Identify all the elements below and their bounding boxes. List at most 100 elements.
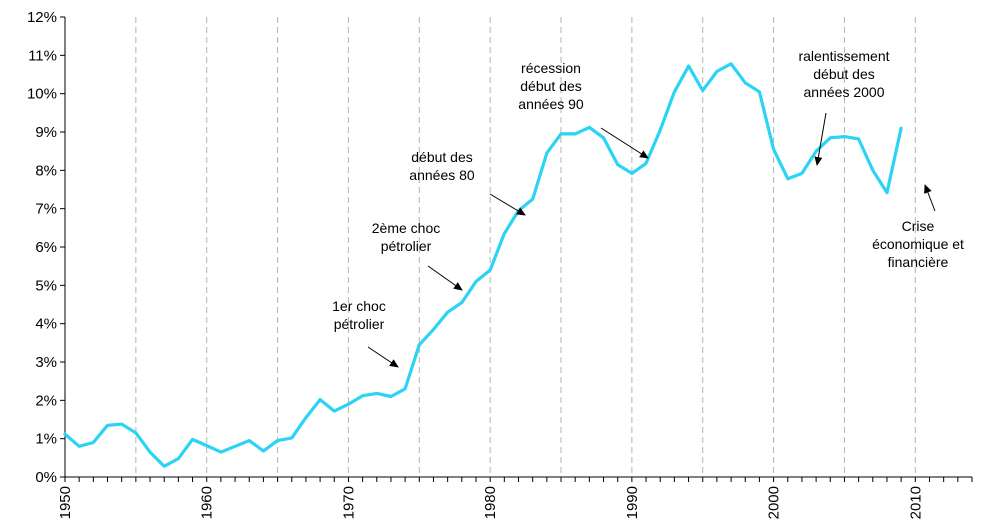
annotation-5: Crise économique et financière <box>872 184 964 270</box>
annotation-arrow <box>600 127 649 159</box>
annotation-2: début des années 80 <box>409 149 526 216</box>
data-point <box>233 445 237 448</box>
annotation-arrow <box>489 193 526 216</box>
data-point <box>446 310 449 314</box>
y-tick-label: 4% <box>35 316 57 333</box>
data-point <box>304 416 308 419</box>
y-tick-label: 1% <box>35 431 57 448</box>
annotation-arrow <box>427 265 463 291</box>
annotation-3: récession début des années 90 <box>518 60 649 159</box>
data-point <box>899 126 903 130</box>
data-point <box>715 70 719 73</box>
annotation-text: début des <box>813 66 875 82</box>
data-point <box>531 197 534 201</box>
annotations: 1er choc pétrolier 2ème choc pétrolier début… <box>332 48 964 368</box>
y-tick-label: 6% <box>35 239 57 256</box>
x-tick-label: 2000 <box>766 486 783 519</box>
data-point <box>800 172 804 175</box>
y-tick-label: 5% <box>35 277 57 294</box>
annotation-text: début des <box>520 78 582 94</box>
data-point <box>772 148 775 151</box>
data-point <box>829 136 832 139</box>
data-point <box>729 62 733 65</box>
data-point <box>191 438 194 441</box>
data-point <box>219 450 223 454</box>
annotation-arrow <box>924 184 936 212</box>
line-layer <box>63 62 903 468</box>
annotation-text: années 80 <box>409 167 475 183</box>
annotation-text: Crise <box>902 218 935 234</box>
annotation-text: 1er choc <box>332 298 386 314</box>
data-point <box>333 409 336 413</box>
data-point <box>177 457 180 460</box>
data-point <box>389 395 393 398</box>
x-tick-label: 1980 <box>482 486 499 519</box>
data-point <box>418 343 421 346</box>
data-point <box>77 445 81 448</box>
data-point <box>361 394 364 397</box>
y-tick-label: 9% <box>35 124 57 141</box>
data-point <box>673 90 676 93</box>
data-point <box>205 444 208 447</box>
annotation-0: 1er choc pétrolier <box>332 298 399 368</box>
y-tick-label: 7% <box>35 201 57 218</box>
y-tick-label: 8% <box>35 162 57 179</box>
data-point <box>814 149 818 153</box>
data-point <box>843 135 846 138</box>
axes: 0% 1% 2% 3% 4% 5% 6% 7% 8% 9% 10% 11% 12% 1950 1960 197… <box>27 9 973 519</box>
data-point <box>630 172 634 175</box>
data-point <box>474 280 478 283</box>
data-point <box>148 450 152 454</box>
data-point <box>106 424 109 427</box>
annotation-text: 2ème choc <box>372 220 440 236</box>
annotation-text: récession <box>521 60 581 76</box>
y-tick-label: 10% <box>27 86 57 103</box>
data-point <box>588 126 591 129</box>
data-point <box>375 392 378 395</box>
annotation-text: années 2000 <box>804 84 885 100</box>
data-point <box>559 132 563 136</box>
data-point <box>701 89 704 92</box>
data-point <box>885 191 889 194</box>
data-point <box>347 402 350 406</box>
x-tick-label: 1990 <box>624 486 641 519</box>
data-point <box>403 387 407 391</box>
y-tick-label: 2% <box>35 392 57 409</box>
data-point <box>163 465 166 468</box>
data-point <box>644 162 648 165</box>
data-point <box>92 441 95 444</box>
data-point <box>248 439 251 442</box>
data-point <box>744 81 747 85</box>
annotation-text: ralentissement <box>798 48 889 64</box>
data-point <box>503 232 506 235</box>
y-tick-label: 3% <box>35 354 57 371</box>
data-point <box>573 132 577 136</box>
data-point <box>134 431 138 435</box>
annotation-text: années 90 <box>518 96 584 112</box>
data-point <box>659 128 662 132</box>
data-point <box>318 398 322 401</box>
series-line <box>63 62 903 468</box>
y-tick-label: 12% <box>27 9 57 26</box>
data-point <box>871 169 874 172</box>
annotation-1: 2ème choc pétrolier <box>372 220 463 291</box>
x-tick-label: 1970 <box>340 486 357 519</box>
data-point <box>616 163 619 166</box>
data-point <box>460 301 464 304</box>
data-point <box>758 90 761 93</box>
data-point <box>602 136 605 139</box>
y-tick-label: 0% <box>35 469 57 486</box>
annotation-text: début des <box>411 149 473 165</box>
annotation-arrow <box>367 346 399 368</box>
data-point <box>432 328 435 331</box>
annotation-arrow <box>814 112 827 166</box>
data-point <box>63 432 67 436</box>
data-point <box>786 177 789 180</box>
data-point <box>290 436 293 440</box>
data-point <box>262 449 265 453</box>
annotation-text: financière <box>888 254 949 270</box>
grid <box>135 17 916 477</box>
y-tick-label: 11% <box>28 47 57 64</box>
annotation-4: ralentissement début des années 2000 <box>798 48 890 166</box>
